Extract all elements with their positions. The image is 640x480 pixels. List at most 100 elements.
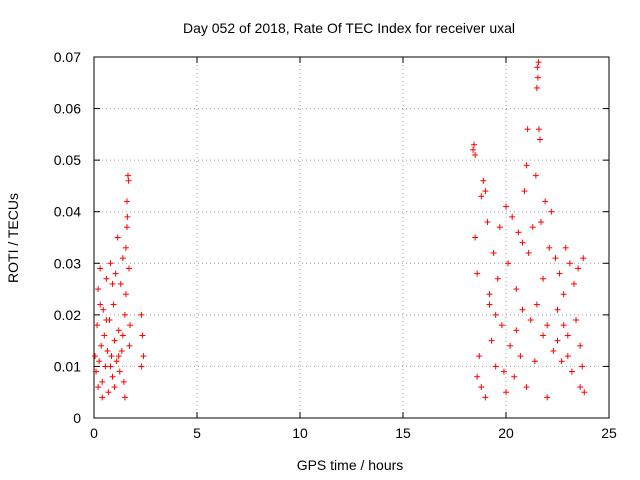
data-point [482, 188, 489, 195]
data-point [103, 317, 110, 324]
data-point [123, 224, 130, 231]
data-point [519, 239, 526, 246]
data-point [496, 224, 503, 231]
data-point [478, 384, 485, 391]
data-point [105, 389, 112, 396]
data-point [488, 337, 495, 344]
data-point [550, 347, 557, 354]
data-point [558, 358, 565, 365]
y-tick-label: 0.07 [54, 49, 81, 65]
data-point [123, 198, 130, 205]
data-point [117, 280, 124, 287]
data-point [503, 389, 509, 396]
data-point [95, 286, 102, 293]
x-tick-label: 15 [395, 425, 411, 441]
data-point [139, 332, 146, 339]
data-point [492, 363, 499, 370]
data-points [92, 59, 588, 401]
data-point [119, 255, 126, 262]
data-point [103, 275, 110, 282]
data-point [97, 265, 104, 272]
data-point [110, 301, 117, 308]
data-point [99, 394, 106, 401]
data-point [480, 177, 487, 184]
data-point [111, 384, 118, 391]
data-point [544, 394, 551, 401]
data-point [556, 270, 563, 277]
data-point [120, 378, 127, 385]
data-point [109, 373, 116, 380]
data-point [577, 384, 584, 391]
data-point [116, 368, 123, 375]
data-point [573, 317, 580, 324]
y-tick-label: 0.01 [54, 358, 81, 374]
data-point [536, 136, 543, 143]
data-point [478, 193, 485, 200]
data-point [552, 255, 559, 262]
data-point [111, 337, 118, 344]
y-tick-label: 0 [73, 410, 81, 426]
data-point [124, 172, 131, 179]
data-point [513, 327, 520, 334]
data-point [519, 306, 526, 313]
data-point [121, 311, 128, 318]
data-point [560, 291, 567, 298]
data-point [523, 384, 530, 391]
data-point [95, 384, 102, 391]
data-point [566, 260, 573, 267]
data-point [127, 322, 134, 329]
y-axis-label: ROTI / TECUs [5, 193, 21, 283]
data-point [472, 234, 479, 241]
data-point [580, 255, 587, 262]
data-point [121, 394, 128, 401]
data-point [472, 151, 479, 158]
data-point [126, 342, 133, 349]
data-point [527, 317, 534, 324]
data-point [92, 353, 99, 360]
data-point [471, 141, 478, 148]
data-point [575, 265, 582, 272]
data-point [535, 59, 542, 66]
x-tick-label: 5 [193, 425, 201, 441]
data-point [492, 311, 499, 318]
data-point [544, 322, 551, 329]
data-point [517, 353, 524, 360]
y-tick-label: 0.02 [54, 307, 81, 323]
data-point [102, 363, 109, 370]
x-tick-label: 10 [292, 425, 308, 441]
data-point [97, 301, 104, 308]
data-point [486, 291, 493, 298]
data-point [119, 332, 126, 339]
data-point [542, 198, 549, 205]
data-point [98, 342, 105, 349]
data-point [107, 260, 114, 267]
data-point [126, 265, 133, 272]
data-point [490, 249, 497, 256]
data-point [500, 368, 507, 375]
axis-ticks [93, 56, 610, 419]
chart-title: Day 052 of 2018, Rate Of TEC Index for r… [183, 20, 515, 36]
data-point [564, 353, 571, 360]
data-point [505, 260, 512, 267]
data-point [533, 301, 540, 308]
data-point [525, 249, 532, 256]
data-point [577, 342, 584, 349]
data-point [101, 332, 108, 339]
data-point [470, 146, 477, 153]
data-point [533, 84, 540, 91]
data-point [498, 322, 505, 329]
data-point [114, 234, 121, 241]
data-point [581, 389, 588, 396]
data-point [125, 177, 132, 184]
data-point [112, 270, 119, 277]
data-point [513, 286, 520, 293]
data-point [96, 358, 103, 365]
data-point [509, 213, 516, 220]
data-point [564, 332, 571, 339]
data-point [482, 394, 489, 401]
data-point [476, 353, 483, 360]
data-point [118, 347, 125, 354]
data-point [503, 203, 509, 210]
data-point [140, 353, 147, 360]
